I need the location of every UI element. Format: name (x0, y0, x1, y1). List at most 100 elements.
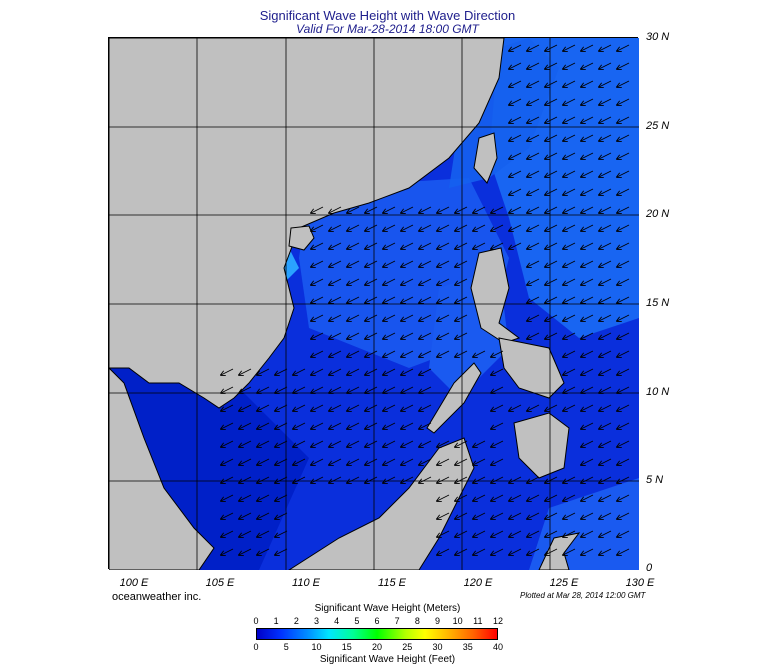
wave-arrow (401, 260, 414, 267)
wave-arrow (563, 62, 576, 69)
wave-arrow (491, 206, 504, 213)
wave-arrow (419, 314, 432, 321)
wave-arrow (527, 152, 540, 159)
wave-arrow (293, 404, 306, 411)
wave-arrow (509, 116, 522, 123)
wave-arrow (383, 314, 396, 321)
wave-arrow (383, 296, 396, 303)
wave-arrow (617, 440, 630, 447)
wave-arrow (311, 350, 324, 357)
wave-arrow (617, 170, 630, 177)
wave-arrow (419, 260, 432, 267)
meters-tick: 8 (414, 616, 420, 626)
wave-arrow (545, 476, 558, 483)
wave-arrow (329, 278, 342, 285)
wave-arrow (437, 206, 450, 213)
meters-tick: 6 (374, 616, 380, 626)
wave-arrow (617, 116, 630, 123)
wave-arrow (545, 530, 558, 537)
wave-arrow (347, 332, 360, 339)
wave-arrow (473, 548, 486, 555)
wave-arrow (509, 188, 522, 195)
wave-arrow (509, 548, 522, 555)
wave-arrow (599, 80, 612, 87)
wave-arrow (437, 530, 450, 537)
wave-arrow (563, 332, 576, 339)
wave-arrow (599, 476, 612, 483)
wave-arrow (275, 422, 288, 429)
wave-arrow (347, 242, 360, 249)
wave-arrow (329, 440, 342, 447)
wave-arrow (563, 134, 576, 141)
wave-arrow (563, 314, 576, 321)
wave-arrow (383, 386, 396, 393)
wave-arrow (581, 152, 594, 159)
wave-arrow (473, 206, 486, 213)
wave-arrow (437, 548, 450, 555)
wave-arrow (365, 458, 378, 465)
wave-arrow (239, 404, 252, 411)
wave-arrow (545, 44, 558, 51)
meters-tick: 1 (273, 616, 279, 626)
wave-arrow (419, 476, 432, 483)
wave-arrow (599, 242, 612, 249)
land-visayas (498, 337, 565, 399)
wave-arrow (509, 494, 522, 501)
wave-arrow (401, 350, 414, 357)
wave-arrow (383, 260, 396, 267)
wave-arrow (527, 224, 540, 231)
lon-label-120e: 120 E (463, 577, 493, 589)
wave-arrow (437, 260, 450, 267)
wave-arrow (401, 422, 414, 429)
feet-tick: 20 (371, 642, 382, 652)
feet-tick: 0 (253, 642, 259, 652)
wave-arrow (347, 440, 360, 447)
wave-arrow (599, 116, 612, 123)
wave-arrow (239, 440, 252, 447)
wave-arrow (617, 206, 630, 213)
wave-arrow (437, 278, 450, 285)
wave-arrow (221, 494, 234, 501)
wave-arrow (509, 98, 522, 105)
wave-arrow (491, 368, 504, 375)
wave-arrow (617, 350, 630, 357)
feet-tick: 5 (283, 642, 289, 652)
lon-label-130e: 130 E (625, 577, 655, 589)
wave-arrow (491, 494, 504, 501)
wave-arrow (419, 440, 432, 447)
wave-arrow (221, 404, 234, 411)
wave-arrow (365, 440, 378, 447)
wave-arrow (617, 494, 630, 501)
wave-arrow (581, 476, 594, 483)
wave-arrow (545, 494, 558, 501)
wave-arrow (239, 422, 252, 429)
wave-arrow (293, 422, 306, 429)
wave-arrow (599, 440, 612, 447)
wave-arrow (365, 404, 378, 411)
wave-arrow (509, 242, 522, 249)
feet-tick: 10 (311, 642, 322, 652)
wave-arrow (383, 458, 396, 465)
wave-arrow (509, 530, 522, 537)
wave-arrow (545, 206, 558, 213)
lon-label-105e: 105 E (205, 577, 235, 589)
wave-arrow (527, 548, 540, 555)
wave-arrow (563, 98, 576, 105)
wave-arrow (617, 458, 630, 465)
wave-arrow (527, 332, 540, 339)
wave-arrow (581, 278, 594, 285)
wave-arrow (329, 368, 342, 375)
lat-label-25n: 25 N (646, 120, 670, 132)
wave-arrow (563, 512, 576, 519)
wave-arrow (545, 242, 558, 249)
wave-arrow (275, 512, 288, 519)
wave-arrow (455, 314, 468, 321)
wave-arrow (383, 422, 396, 429)
wave-arrow (617, 98, 630, 105)
chart-subtitle: Valid For Mar-28-2014 18:00 GMT (296, 22, 479, 36)
wave-arrow (401, 440, 414, 447)
land-taiwan (473, 132, 498, 184)
lat-label-10n: 10 N (646, 386, 670, 398)
wave-arrow (545, 260, 558, 267)
wave-arrow (527, 206, 540, 213)
